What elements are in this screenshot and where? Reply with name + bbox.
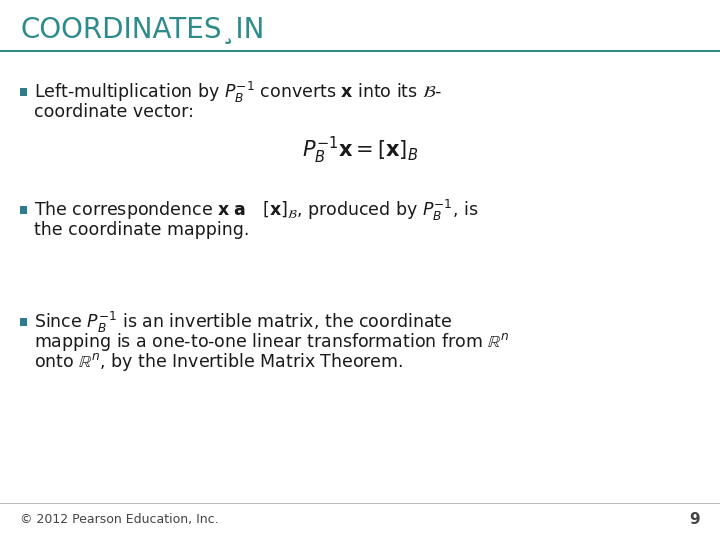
Text: © 2012 Pearson Education, Inc.: © 2012 Pearson Education, Inc. <box>20 514 219 526</box>
Text: onto $\mathbb{R}^n$, by the Invertible Matrix Theorem.: onto $\mathbb{R}^n$, by the Invertible M… <box>34 351 403 373</box>
Text: Left-multiplication by $P_B^{-1}$ converts $\mathbf{x}$ into its $\mathcal{B}$-: Left-multiplication by $P_B^{-1}$ conver… <box>34 79 443 105</box>
Text: mapping is a one-to-one linear transformation from $\mathbb{R}^n$: mapping is a one-to-one linear transform… <box>34 331 510 353</box>
Text: Since $P_B^{-1}$ is an invertible matrix, the coordinate: Since $P_B^{-1}$ is an invertible matrix… <box>34 309 452 335</box>
Text: $P_B^{-1}\mathbf{x} = \left[\mathbf{x}\right]_B$: $P_B^{-1}\mathbf{x} = \left[\mathbf{x}\r… <box>302 134 418 166</box>
Bar <box>0 0 720 50</box>
Text: The correspondence $\mathbf{x}$ $\mathbf{a}$   $\left[\mathbf{x}\right]_\mathcal: The correspondence $\mathbf{x}$ $\mathbf… <box>34 198 478 222</box>
Text: coordinate vector:: coordinate vector: <box>34 103 194 121</box>
Bar <box>20 206 27 214</box>
Text: COORDINATES¸IN: COORDINATES¸IN <box>20 16 264 44</box>
Text: the coordinate mapping.: the coordinate mapping. <box>34 221 249 239</box>
Text: 9: 9 <box>689 512 700 528</box>
Bar <box>20 88 27 96</box>
Bar <box>0 503 720 504</box>
Bar <box>0 50 720 52</box>
Bar <box>20 318 27 326</box>
